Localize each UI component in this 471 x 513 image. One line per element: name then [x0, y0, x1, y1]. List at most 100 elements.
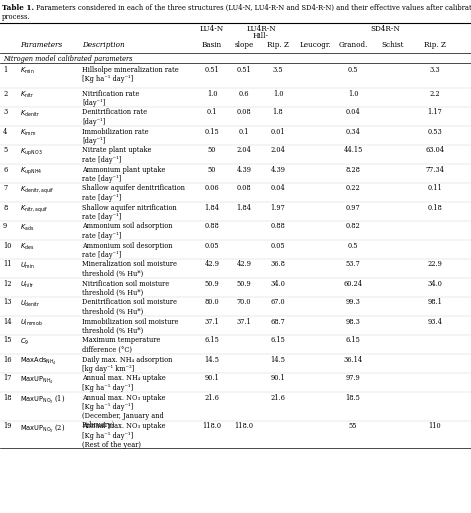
Text: 0.5: 0.5 — [348, 242, 358, 249]
Text: 22.9: 22.9 — [428, 261, 442, 268]
Text: 118.0: 118.0 — [203, 423, 221, 430]
Text: 0.08: 0.08 — [237, 185, 252, 192]
Text: 42.9: 42.9 — [236, 261, 252, 268]
Text: 0.6: 0.6 — [239, 89, 249, 97]
Text: Immobilization soil moisture
threshold (% Hu*): Immobilization soil moisture threshold (… — [82, 318, 179, 334]
Text: 36.14: 36.14 — [343, 356, 363, 364]
Text: Ammonium plant uptake
rate [day⁻¹]: Ammonium plant uptake rate [day⁻¹] — [82, 166, 165, 183]
Text: 0.11: 0.11 — [428, 185, 442, 192]
Text: 21.6: 21.6 — [204, 393, 219, 402]
Text: Annual max. NH₄ uptake
[Kg ha⁻¹ day⁻¹]: Annual max. NH₄ uptake [Kg ha⁻¹ day⁻¹] — [82, 374, 166, 392]
Text: $U_{\mathrm{immob}}$: $U_{\mathrm{immob}}$ — [20, 318, 43, 328]
Text: 0.01: 0.01 — [271, 128, 285, 135]
Text: $K_{\mathrm{up\,NO3}}$: $K_{\mathrm{up\,NO3}}$ — [20, 147, 43, 158]
Text: $U_{\mathrm{nitr}}$: $U_{\mathrm{nitr}}$ — [20, 280, 35, 290]
Text: 6.15: 6.15 — [204, 337, 219, 345]
Text: 0.06: 0.06 — [205, 185, 219, 192]
Text: 14.5: 14.5 — [204, 356, 219, 364]
Text: 36.8: 36.8 — [270, 261, 285, 268]
Text: Nitrification rate
[day⁻¹]: Nitrification rate [day⁻¹] — [82, 89, 139, 107]
Text: 80.0: 80.0 — [205, 299, 219, 306]
Text: Basin: Basin — [202, 41, 222, 49]
Text: 2.2: 2.2 — [430, 89, 440, 97]
Text: 12: 12 — [3, 280, 11, 287]
Text: Denitrification soil moisture
threshold (% Hu*): Denitrification soil moisture threshold … — [82, 299, 177, 315]
Text: 8: 8 — [3, 204, 7, 211]
Text: 98.3: 98.3 — [346, 318, 360, 326]
Text: Immobilization rate
[day⁻¹]: Immobilization rate [day⁻¹] — [82, 128, 149, 145]
Text: $K_{\mathrm{denitr}}$: $K_{\mathrm{denitr}}$ — [20, 109, 40, 119]
Text: 0.51: 0.51 — [204, 66, 219, 73]
Text: Maximum temperature
difference (°C): Maximum temperature difference (°C) — [82, 337, 160, 353]
Text: 42.9: 42.9 — [204, 261, 219, 268]
Text: Ammonium soil adsorption
rate [day⁻¹]: Ammonium soil adsorption rate [day⁻¹] — [82, 223, 172, 240]
Text: 6: 6 — [3, 166, 7, 173]
Text: 34.0: 34.0 — [428, 280, 442, 287]
Text: 2: 2 — [3, 89, 7, 97]
Text: 50: 50 — [208, 147, 216, 154]
Text: Nitrate plant uptake
rate [day⁻¹]: Nitrate plant uptake rate [day⁻¹] — [82, 147, 152, 164]
Text: 0.82: 0.82 — [346, 223, 360, 230]
Text: Leucogr.: Leucogr. — [299, 41, 331, 49]
Text: 90.1: 90.1 — [204, 374, 219, 383]
Text: 10: 10 — [3, 242, 11, 249]
Text: 1.84: 1.84 — [236, 204, 252, 211]
Text: 37.1: 37.1 — [204, 318, 219, 326]
Text: LU4-N: LU4-N — [200, 25, 224, 33]
Text: 1.84: 1.84 — [204, 204, 219, 211]
Text: Granod.: Granod. — [338, 41, 368, 49]
Text: 2.04: 2.04 — [270, 147, 285, 154]
Text: 14: 14 — [3, 318, 12, 326]
Text: 67.0: 67.0 — [271, 299, 285, 306]
Text: $K_{\mathrm{up\,NH4}}$: $K_{\mathrm{up\,NH4}}$ — [20, 166, 42, 177]
Text: 8.28: 8.28 — [346, 166, 360, 173]
Text: 0.04: 0.04 — [346, 109, 360, 116]
Text: 0.1: 0.1 — [207, 109, 217, 116]
Text: process.: process. — [2, 13, 31, 21]
Text: $C_{9}$: $C_{9}$ — [20, 337, 29, 347]
Text: 1: 1 — [3, 66, 7, 73]
Text: 15: 15 — [3, 337, 11, 345]
Text: Annual max. NO₃ uptake
[Kg ha⁻¹ day⁻¹]
(December, January and
February): Annual max. NO₃ uptake [Kg ha⁻¹ day⁻¹] (… — [82, 393, 165, 429]
Text: 53.7: 53.7 — [346, 261, 360, 268]
Text: $K_{\mathrm{nitr,aquif}}$: $K_{\mathrm{nitr,aquif}}$ — [20, 204, 49, 215]
Text: $U_{\mathrm{min}}$: $U_{\mathrm{min}}$ — [20, 261, 35, 271]
Text: 0.1: 0.1 — [239, 128, 249, 135]
Text: 2.04: 2.04 — [236, 147, 252, 154]
Text: $\mathrm{MaxUP_{NH_4}}$: $\mathrm{MaxUP_{NH_4}}$ — [20, 374, 54, 386]
Text: 5: 5 — [3, 147, 7, 154]
Text: 0.04: 0.04 — [271, 185, 285, 192]
Text: Denitrification rate
[day⁻¹]: Denitrification rate [day⁻¹] — [82, 109, 147, 126]
Text: $U_{\mathrm{denitr}}$: $U_{\mathrm{denitr}}$ — [20, 299, 41, 309]
Text: 0.05: 0.05 — [271, 242, 285, 249]
Text: Nitrogen model calibrated parameters: Nitrogen model calibrated parameters — [3, 55, 132, 63]
Text: Hill-: Hill- — [253, 32, 269, 40]
Text: Parameters: Parameters — [20, 41, 62, 49]
Text: 0.05: 0.05 — [205, 242, 219, 249]
Text: Ammonium soil desorption
rate [day⁻¹]: Ammonium soil desorption rate [day⁻¹] — [82, 242, 172, 259]
Text: Shallow aquifer nitrification
rate [day⁻¹]: Shallow aquifer nitrification rate [day⁻… — [82, 204, 177, 221]
Text: 70.0: 70.0 — [237, 299, 251, 306]
Text: $K_{\mathrm{nitr}}$: $K_{\mathrm{nitr}}$ — [20, 89, 34, 100]
Text: 99.3: 99.3 — [346, 299, 360, 306]
Text: 3.3: 3.3 — [430, 66, 440, 73]
Text: 1.17: 1.17 — [428, 109, 442, 116]
Text: 1.0: 1.0 — [348, 89, 358, 97]
Text: 11: 11 — [3, 261, 11, 268]
Text: 0.97: 0.97 — [346, 204, 360, 211]
Text: $\mathrm{MaxUP_{NO_3}}$ (2): $\mathrm{MaxUP_{NO_3}}$ (2) — [20, 423, 65, 435]
Text: Nitrification soil moisture
threshold (% Hu*): Nitrification soil moisture threshold (%… — [82, 280, 169, 297]
Text: 0.08: 0.08 — [237, 109, 252, 116]
Text: Shallow aquifer denitrification
rate [day⁻¹]: Shallow aquifer denitrification rate [da… — [82, 185, 185, 202]
Text: 0.88: 0.88 — [271, 223, 285, 230]
Text: Rip. Z: Rip. Z — [424, 41, 446, 49]
Text: Schist: Schist — [382, 41, 404, 49]
Text: 60.24: 60.24 — [343, 280, 363, 287]
Text: 1.0: 1.0 — [207, 89, 217, 97]
Text: 0.34: 0.34 — [346, 128, 360, 135]
Text: 34.0: 34.0 — [270, 280, 285, 287]
Text: $K_{\mathrm{imm}}$: $K_{\mathrm{imm}}$ — [20, 128, 36, 137]
Text: $K_{\mathrm{min}}$: $K_{\mathrm{min}}$ — [20, 66, 35, 76]
Text: Annual max. NO₃ uptake
[Kg ha⁻¹ day⁻¹]
(Rest of the year): Annual max. NO₃ uptake [Kg ha⁻¹ day⁻¹] (… — [82, 423, 165, 449]
Text: Daily max. NH₄ adsorption
[kg day⁻¹ km⁻²]: Daily max. NH₄ adsorption [kg day⁻¹ km⁻²… — [82, 356, 172, 373]
